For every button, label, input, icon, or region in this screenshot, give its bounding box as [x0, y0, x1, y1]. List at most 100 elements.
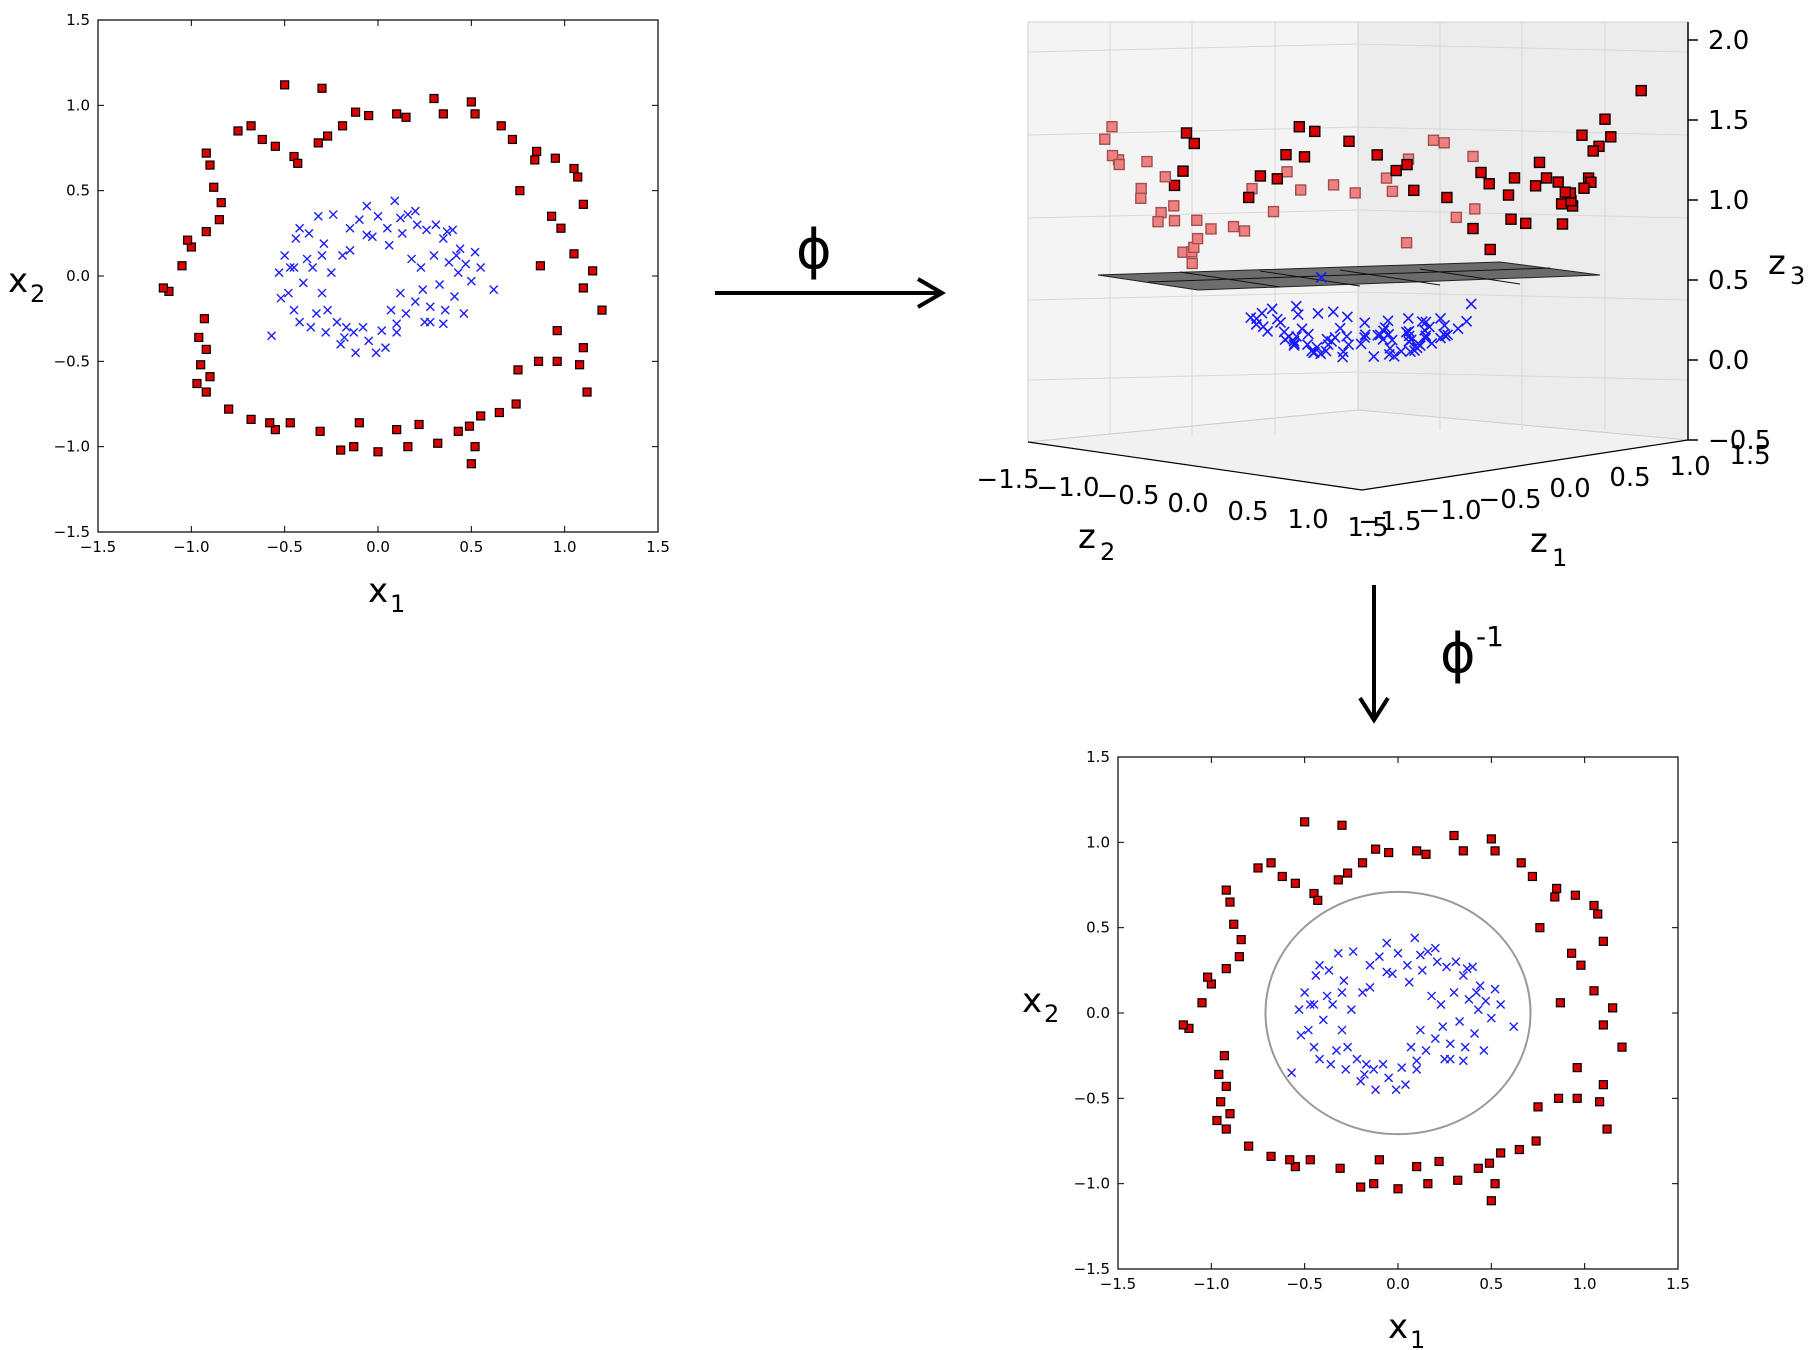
inner-class-point	[1296, 1030, 1306, 1040]
outer-class-3d-point	[1505, 213, 1517, 225]
inner-class-point	[455, 244, 465, 254]
inner-class-point	[1470, 1028, 1480, 1038]
inner-class-3d-point	[1403, 325, 1415, 337]
outer-class-point	[280, 80, 290, 90]
outer-class-point	[1225, 897, 1235, 907]
inner-class-point	[1337, 988, 1347, 998]
outer-class-point	[1313, 895, 1323, 905]
inner-class-point	[1359, 1069, 1369, 1079]
inner-class-point	[1309, 999, 1319, 1009]
outer-class-3d-point	[1135, 182, 1147, 195]
inner-class-point	[1371, 1085, 1381, 1095]
phi-inverse-label: ϕ	[1440, 622, 1476, 685]
outer-class-3d-point	[1371, 149, 1383, 161]
outer-class-point	[1236, 935, 1246, 945]
outer-class-point	[1305, 1155, 1315, 1165]
z2-axis-line	[1027, 441, 1363, 491]
outer-class-point	[515, 186, 525, 196]
x-axis-label-subscript: 1	[390, 590, 405, 618]
inner-class-point	[382, 223, 392, 233]
inner-class-point	[1468, 962, 1478, 972]
inner-class-3d-point	[1343, 339, 1355, 351]
outer-class-point	[201, 387, 211, 397]
inner-class-point	[1356, 1076, 1366, 1086]
outer-class-3d-point	[1180, 127, 1193, 139]
inner-class-point	[302, 254, 312, 264]
x-tick-label: −0.5	[1286, 1275, 1322, 1293]
outer-class-point	[401, 112, 411, 122]
outer-class-point	[1253, 863, 1263, 873]
inner-class-point	[304, 228, 314, 238]
phi-inverse-arrowhead	[1358, 696, 1390, 724]
outer-class-3d-point	[1281, 166, 1293, 178]
inner-class-point	[371, 348, 381, 358]
outer-class-3d-point	[1271, 173, 1284, 185]
outer-class-3d-point	[1552, 176, 1564, 188]
outer-class-point	[1570, 890, 1580, 900]
x-tick-label: 0.0	[366, 538, 390, 556]
outer-class-point	[466, 97, 476, 107]
outer-class-point	[588, 266, 598, 276]
x-tick-label: −1.5	[1100, 1275, 1136, 1293]
outer-class-3d-point	[1152, 216, 1164, 228]
outer-class-point	[1496, 1148, 1506, 1158]
outer-class-3d-point	[1475, 166, 1487, 179]
outer-class-point	[233, 126, 243, 136]
y-tick-label: 0.5	[66, 182, 90, 200]
z1-tick-label: −0.5	[1478, 485, 1541, 515]
outer-class-point	[192, 378, 202, 389]
outer-class-point	[246, 121, 256, 131]
outer-class-point	[578, 343, 588, 353]
outer-class-3d-point	[1380, 172, 1393, 184]
outer-class-point	[1202, 972, 1213, 982]
y-axis-label: x	[1022, 981, 1042, 1021]
z2-ticks: −1.5−1.0−0.5 0.0 0.5 1.0 1.5	[976, 441, 1389, 543]
inner-class-point	[1311, 970, 1321, 980]
outer-class-point	[1370, 844, 1381, 854]
inner-class-3d-point	[1412, 338, 1424, 350]
outer-class-point	[1598, 1080, 1608, 1090]
outer-class-point	[546, 211, 557, 221]
z2-tick-label: 1.5	[1347, 513, 1388, 543]
y-tick-label: 0.0	[1086, 1004, 1110, 1022]
inner-class-point	[367, 232, 377, 242]
outer-class-point	[1449, 830, 1459, 841]
outer-class-point	[578, 283, 588, 293]
outer-class-point	[1335, 1163, 1345, 1173]
y-tick-label: −0.5	[1074, 1089, 1110, 1107]
grid-line	[1357, 291, 1689, 301]
inner-class-3d-point	[1426, 337, 1438, 350]
outer-class-point	[1357, 858, 1368, 868]
outer-class-3d-point	[1293, 121, 1306, 133]
inner-class-3d-point	[1292, 309, 1304, 321]
inner-class-3d-point	[1382, 315, 1394, 327]
outer-class-point	[1531, 1136, 1541, 1146]
outer-class-point	[293, 158, 303, 168]
outer-class-point	[496, 121, 506, 131]
data-marks	[158, 80, 607, 469]
outer-class-point	[453, 426, 463, 436]
outer-class-point	[392, 109, 402, 119]
z2-tick-label: 0.5	[1227, 497, 1268, 527]
inner-class-3d-point	[1296, 323, 1308, 335]
plot-frame	[97, 19, 659, 533]
inner-class-3d-point	[1334, 322, 1346, 334]
inner-class-point	[1348, 947, 1358, 957]
outer-class-point	[1421, 849, 1431, 859]
outer-class-point	[373, 447, 383, 457]
inner-class-point	[1365, 960, 1375, 970]
inner-class-point	[1346, 1005, 1356, 1015]
inner-class-point	[1341, 1064, 1351, 1074]
phi-mapping-arrow: ϕ	[715, 218, 946, 309]
inner-class-point	[351, 348, 361, 358]
inner-class-point	[1352, 1054, 1362, 1064]
inner-class-point	[1458, 1056, 1468, 1066]
inner-class-point	[1432, 957, 1442, 967]
inner-class-point	[395, 288, 405, 298]
outer-class-3d-point	[1390, 164, 1402, 177]
inner-class-point	[1464, 994, 1474, 1004]
outer-class-3d-marks	[1099, 84, 1647, 270]
inner-class-point	[1343, 1042, 1353, 1052]
inner-class-3d-point	[1359, 329, 1371, 341]
